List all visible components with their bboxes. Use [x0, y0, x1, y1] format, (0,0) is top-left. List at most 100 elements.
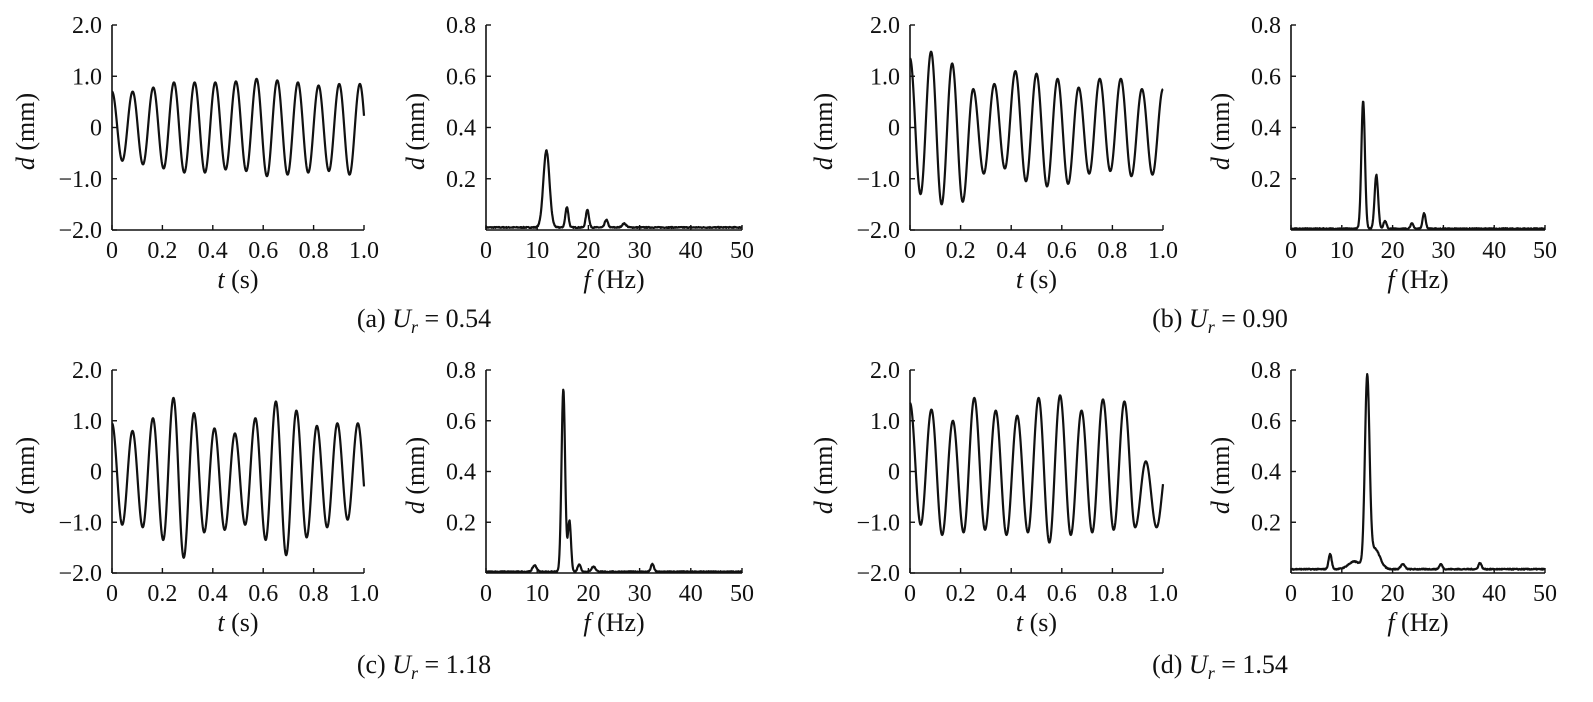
caption-a: (a) Ur = 0.54	[357, 304, 491, 337]
x-tick-label: 30	[628, 238, 652, 264]
x-tick-label: 40	[679, 581, 703, 607]
x-tick-label: 0.6	[248, 238, 278, 264]
x-tick-label: 0	[480, 238, 492, 264]
x-tick-label: 1.0	[1148, 581, 1178, 607]
x-tick-label: 30	[628, 581, 652, 607]
x-axis-label: t (s)	[1016, 265, 1057, 294]
x-tick-label: 20	[576, 581, 600, 607]
y-axis-label: d (mm)	[809, 93, 838, 170]
x-tick-label: 50	[730, 238, 754, 264]
y-tick-label: 0.8	[446, 13, 476, 39]
y-axis-label: d (mm)	[809, 437, 838, 514]
caption-b: (b) Ur = 0.90	[1152, 304, 1288, 337]
y-tick-label: 0	[90, 116, 102, 142]
caption-d: (d) Ur = 1.54	[1152, 650, 1288, 683]
x-tick-label: 0.4	[996, 581, 1026, 607]
x-tick-label: 0	[106, 581, 118, 607]
chart-c-spectrum: 0 10 20 30 40 50 0.8 0.6 0.4 0.2 f (Hz) d (mm)	[401, 358, 754, 637]
y-tick-label: 2.0	[870, 13, 900, 39]
y-tick-label: 0.2	[1251, 510, 1281, 536]
x-axis-label: f (Hz)	[1387, 265, 1448, 294]
y-tick-label: 0.2	[1251, 167, 1281, 193]
plots-layer: 0 0.2 0.4 0.6 0.8 1.0 2.0 1.0 0 −1.0 −2.0 t (s) d (m…	[11, 13, 1557, 683]
y-tick-label: 0.2	[446, 510, 476, 536]
y-tick-label: 2.0	[72, 358, 102, 384]
y-tick-label: 0	[888, 116, 900, 142]
y-tick-label: 0.4	[446, 460, 476, 486]
y-tick-label: 1.0	[870, 64, 900, 90]
y-axis-label: d (mm)	[11, 93, 40, 170]
chart-b-time: 0 0.2 0.4 0.6 0.8 1.0 2.0 1.0 0 −1.0 −2.0 t (s) d (m…	[809, 13, 1178, 294]
chart-a-time: 0 0.2 0.4 0.6 0.8 1.0 2.0 1.0 0 −1.0 −2.0 t (s) d (m…	[11, 13, 379, 294]
y-tick-label: 2.0	[72, 13, 102, 39]
x-tick-label: 0.6	[1047, 238, 1077, 264]
x-tick-label: 10	[525, 238, 549, 264]
x-tick-label: 50	[1533, 238, 1557, 264]
x-tick-label: 40	[1482, 581, 1506, 607]
x-tick-label: 30	[1431, 581, 1455, 607]
x-tick-label: 1.0	[349, 238, 379, 264]
y-tick-label: 1.0	[72, 409, 102, 435]
y-tick-label: 0.6	[1251, 409, 1281, 435]
x-tick-label: 0.2	[147, 581, 177, 607]
y-tick-label: −1.0	[58, 510, 102, 536]
x-tick-label: 20	[1381, 581, 1405, 607]
x-tick-label: 40	[679, 238, 703, 264]
chart-a-spectrum: 0 10 20 30 40 50 0.8 0.6 0.4 0.2 f (Hz) d (mm)	[401, 13, 754, 294]
y-tick-label: 0.4	[1251, 460, 1281, 486]
x-tick-label: 10	[1330, 238, 1354, 264]
chart-d-time: 0 0.2 0.4 0.6 0.8 1.0 2.0 1.0 0 −1.0 −2.0 t (s) d (m…	[809, 358, 1178, 637]
y-tick-label: 2.0	[870, 358, 900, 384]
x-tick-label: 0	[106, 238, 118, 264]
x-tick-label: 10	[525, 581, 549, 607]
y-axis-label: d (mm)	[401, 93, 430, 170]
series-line	[485, 388, 743, 574]
x-axis-label: f (Hz)	[1387, 608, 1448, 637]
chart-b-spectrum: 0 10 20 30 40 50 0.8 0.6 0.4 0.2 f (Hz) d (mm)	[1206, 13, 1557, 294]
y-tick-label: 0.8	[446, 358, 476, 384]
x-tick-label: 40	[1482, 238, 1506, 264]
x-tick-label: 0	[1285, 581, 1297, 607]
x-tick-label: 0	[1285, 238, 1297, 264]
y-tick-label: −2.0	[58, 561, 102, 587]
series-line	[111, 396, 366, 559]
x-tick-label: 0.4	[198, 238, 228, 264]
x-tick-label: 10	[1330, 581, 1354, 607]
series-line	[111, 77, 366, 178]
y-tick-label: −2.0	[856, 561, 900, 587]
y-tick-label: 0.6	[446, 64, 476, 90]
series-line	[909, 50, 1164, 206]
x-tick-label: 0	[904, 238, 916, 264]
x-axis-label: t (s)	[217, 608, 258, 637]
x-tick-label: 0.2	[946, 581, 976, 607]
x-tick-label: 0.4	[198, 581, 228, 607]
y-tick-label: 0.8	[1251, 358, 1281, 384]
x-tick-label: 0.8	[1097, 581, 1127, 607]
x-tick-label: 1.0	[1148, 238, 1178, 264]
y-tick-label: 0	[90, 460, 102, 486]
series-line	[909, 394, 1165, 544]
x-tick-label: 0.8	[1097, 238, 1127, 264]
x-tick-label: 0	[480, 581, 492, 607]
y-tick-label: 0.6	[1251, 64, 1281, 90]
x-tick-label: 50	[730, 581, 754, 607]
y-tick-label: 0	[888, 460, 900, 486]
series-line	[484, 149, 743, 230]
y-tick-label: 0.8	[1251, 13, 1281, 39]
y-tick-label: 0.4	[1251, 116, 1281, 142]
x-tick-label: 1.0	[349, 581, 379, 607]
y-tick-label: 0.6	[446, 409, 476, 435]
y-axis-label: d (mm)	[1206, 437, 1235, 514]
series-line	[1290, 100, 1546, 231]
x-tick-label: 0	[904, 581, 916, 607]
x-tick-label: 0.8	[299, 238, 329, 264]
x-axis-label: f (Hz)	[583, 265, 644, 294]
series-line	[1290, 373, 1546, 571]
y-tick-label: −1.0	[856, 167, 900, 193]
x-axis-label: t (s)	[217, 265, 258, 294]
x-tick-label: 30	[1431, 238, 1455, 264]
caption-c: (c) Ur = 1.18	[357, 650, 491, 683]
y-tick-label: −1.0	[856, 510, 900, 536]
y-axis-label: d (mm)	[11, 437, 40, 514]
